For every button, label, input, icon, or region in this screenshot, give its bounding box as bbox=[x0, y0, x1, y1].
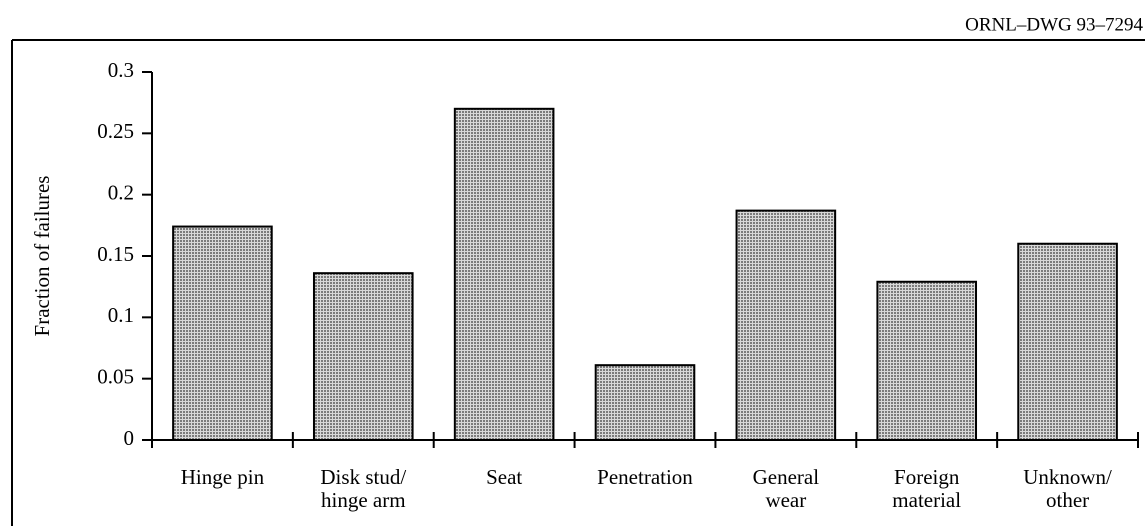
y-tick-label: 0.1 bbox=[108, 303, 134, 327]
x-tick-label: Seat bbox=[486, 465, 523, 489]
x-tick-label: Foreign material bbox=[892, 465, 962, 512]
bar bbox=[876, 280, 978, 442]
bar bbox=[1017, 242, 1118, 441]
x-tick-label: General wear bbox=[752, 465, 820, 512]
y-tick-label: 0.25 bbox=[97, 119, 134, 143]
bar bbox=[735, 209, 837, 441]
chart-title: ORNL–DWG 93–7294 bbox=[965, 14, 1143, 35]
bar bbox=[312, 272, 414, 441]
bar bbox=[594, 364, 696, 442]
y-tick-label: 0.15 bbox=[97, 242, 134, 266]
y-tick-label: 0.05 bbox=[97, 364, 134, 388]
y-axis-label: Fraction of failures bbox=[30, 176, 54, 337]
x-tick-label: Unknown/ other bbox=[1023, 465, 1112, 512]
x-tick-label: Disk stud/ hinge arm bbox=[320, 465, 407, 512]
x-tick-label: Hinge pin bbox=[180, 465, 265, 489]
bar bbox=[172, 225, 273, 441]
y-tick-label: 0 bbox=[124, 426, 135, 450]
bar bbox=[453, 107, 555, 442]
y-tick-label: 0.2 bbox=[108, 180, 134, 204]
x-tick-label: Penetration bbox=[597, 465, 693, 489]
y-tick-label: 0.3 bbox=[108, 58, 134, 82]
